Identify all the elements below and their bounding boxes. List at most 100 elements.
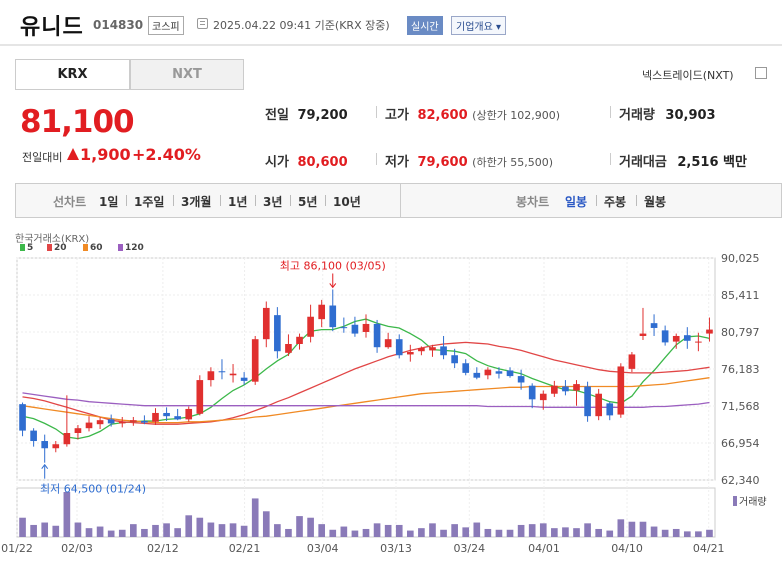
tab-nxt[interactable]: NXT	[130, 59, 244, 90]
period-divider	[400, 183, 401, 218]
legend-ma60: 60	[83, 243, 103, 253]
quote-low-label: 저가	[385, 155, 409, 170]
period-5y[interactable]: 5년	[298, 195, 318, 209]
candle-body	[584, 386, 591, 417]
tab-krx[interactable]: KRX	[15, 59, 130, 90]
period-selector	[15, 183, 782, 218]
volume-bar	[274, 524, 281, 537]
legend-label: 60	[90, 243, 103, 253]
candle-body	[262, 307, 270, 340]
current-price: 81,100	[20, 104, 135, 140]
quote-prev-value: 79,200	[297, 108, 348, 123]
quote-separator	[610, 153, 611, 165]
volume-bar	[517, 524, 525, 537]
candle-body	[96, 420, 104, 425]
candle-body	[318, 304, 326, 320]
volume-bar	[606, 530, 614, 537]
volume-bar	[595, 528, 602, 537]
volume-bar	[307, 517, 314, 537]
candle-body	[174, 416, 181, 420]
period-1y[interactable]: 1년	[228, 195, 248, 209]
volume-bar	[296, 516, 303, 537]
period-10y[interactable]: 10년	[333, 195, 361, 209]
candle-body	[41, 441, 49, 449]
candle-body	[462, 363, 470, 373]
volume-bar	[462, 527, 470, 537]
candle-body	[517, 376, 525, 383]
volume-bar	[473, 522, 481, 537]
candle-body	[196, 380, 204, 414]
candle-body	[118, 421, 126, 424]
candle-body	[495, 371, 503, 374]
volume-bar	[362, 528, 370, 537]
candle-body	[473, 372, 481, 378]
y-tick-label: 62,340	[721, 474, 760, 487]
candle-body	[440, 346, 447, 356]
candle-body	[240, 377, 248, 381]
x-tick-label: 04/01	[528, 542, 560, 555]
period-3m[interactable]: 3개월	[181, 195, 212, 209]
candle-body	[528, 385, 536, 400]
period-separator	[290, 195, 291, 206]
period-separator	[255, 195, 256, 206]
candle-body	[52, 444, 60, 449]
volume-bar	[395, 524, 403, 537]
quote-separator	[376, 106, 377, 118]
quote-trade-value: 거래대금 2,516 백만	[619, 151, 747, 170]
candle-body	[451, 355, 458, 364]
volume-bar	[163, 523, 170, 537]
quote-volume-label: 거래량	[619, 108, 655, 123]
volume-bar	[63, 492, 71, 537]
x-tick-label: 03/24	[453, 542, 485, 555]
volume-bar	[573, 528, 580, 537]
volume-bar	[118, 529, 126, 537]
candle-body	[706, 329, 713, 334]
volume-bar	[30, 524, 37, 537]
candle-body	[484, 369, 492, 376]
candle-body	[340, 327, 348, 329]
volume-bar	[384, 524, 392, 537]
candle-body	[606, 403, 614, 416]
period-monthly[interactable]: 월봉	[644, 195, 667, 209]
ma60-line	[22, 377, 710, 424]
candle-body	[539, 393, 547, 401]
candle-body	[107, 419, 115, 424]
volume-bar	[130, 524, 137, 537]
candle-body	[672, 335, 680, 342]
y-tick-label: 80,797	[721, 326, 760, 339]
candle-body	[218, 371, 226, 373]
change-amount: 1,900	[80, 145, 131, 164]
candle-body	[639, 333, 647, 336]
volume-bar	[628, 521, 636, 537]
volume-legend-swatch	[733, 496, 737, 506]
volume-bar	[551, 528, 558, 537]
period-1w[interactable]: 1주일	[134, 195, 165, 209]
quote-prev: 전일 79,200	[265, 104, 348, 123]
calendar-icon	[197, 18, 208, 29]
volume-bar	[373, 523, 381, 537]
x-tick-label: 03/04	[307, 542, 339, 555]
quote-trade-value-unit: 백만	[723, 155, 747, 170]
nextrade-checkbox[interactable]	[755, 67, 767, 79]
candle-body	[307, 316, 314, 337]
legend-label: 20	[54, 243, 67, 253]
candle-body	[617, 366, 625, 415]
period-separator	[126, 195, 127, 206]
period-3y[interactable]: 3년	[263, 195, 283, 209]
candle-body	[296, 336, 303, 345]
quote-upper-limit: (상한가 102,900)	[472, 109, 561, 122]
company-overview-button[interactable]: 기업개요 ▾	[451, 16, 506, 35]
period-daily[interactable]: 일봉	[565, 195, 588, 209]
volume-bar	[174, 528, 181, 537]
candle-body	[130, 420, 137, 422]
volume-bar	[285, 528, 292, 537]
period-1d[interactable]: 1일	[99, 195, 119, 209]
period-separator	[220, 195, 221, 206]
candle-body	[229, 373, 237, 376]
candle-body	[152, 412, 159, 422]
volume-bar	[495, 529, 503, 537]
volume-bar	[318, 524, 326, 537]
period-weekly[interactable]: 주봉	[604, 195, 627, 209]
quote-low: 저가 79,600 (하한가 55,500)	[385, 151, 553, 170]
